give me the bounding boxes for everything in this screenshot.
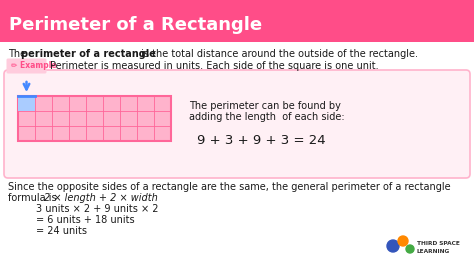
FancyBboxPatch shape bbox=[4, 70, 470, 178]
Text: ✏ Example: ✏ Example bbox=[11, 61, 56, 70]
Circle shape bbox=[398, 236, 408, 246]
FancyBboxPatch shape bbox=[7, 58, 46, 73]
Text: formula is: formula is bbox=[8, 193, 60, 203]
Text: The perimeter can be found by: The perimeter can be found by bbox=[189, 101, 341, 111]
Text: = 24 units: = 24 units bbox=[36, 226, 87, 236]
Text: 9 + 3 + 9 + 3 = 24: 9 + 3 + 9 + 3 = 24 bbox=[197, 134, 326, 147]
Text: is the total distance around the outside of the rectangle.: is the total distance around the outside… bbox=[138, 49, 418, 59]
Text: 2 × length + 2 × width: 2 × length + 2 × width bbox=[44, 193, 158, 203]
Bar bbox=[18, 96, 35, 111]
Bar bbox=[18, 96, 171, 141]
Text: Since the opposite sides of a rectangle are the same, the general perimeter of a: Since the opposite sides of a rectangle … bbox=[8, 182, 451, 192]
Text: adding the length  of each side:: adding the length of each side: bbox=[189, 112, 345, 122]
Text: = 6 units + 18 units: = 6 units + 18 units bbox=[36, 215, 135, 225]
Bar bbox=[0, 0, 474, 42]
Text: Perimeter of a Rectangle: Perimeter of a Rectangle bbox=[9, 16, 262, 34]
Text: perimeter of a rectangle: perimeter of a rectangle bbox=[21, 49, 156, 59]
Text: LEARNING: LEARNING bbox=[417, 249, 450, 254]
Circle shape bbox=[387, 240, 399, 252]
Text: THIRD SPACE: THIRD SPACE bbox=[417, 241, 460, 246]
Text: The: The bbox=[8, 49, 29, 59]
Text: Perimeter is measured in units. Each side of the square is one unit.: Perimeter is measured in units. Each sid… bbox=[50, 61, 379, 71]
Circle shape bbox=[406, 245, 414, 253]
Text: 3 units × 2 + 9 units × 2: 3 units × 2 + 9 units × 2 bbox=[36, 204, 158, 214]
